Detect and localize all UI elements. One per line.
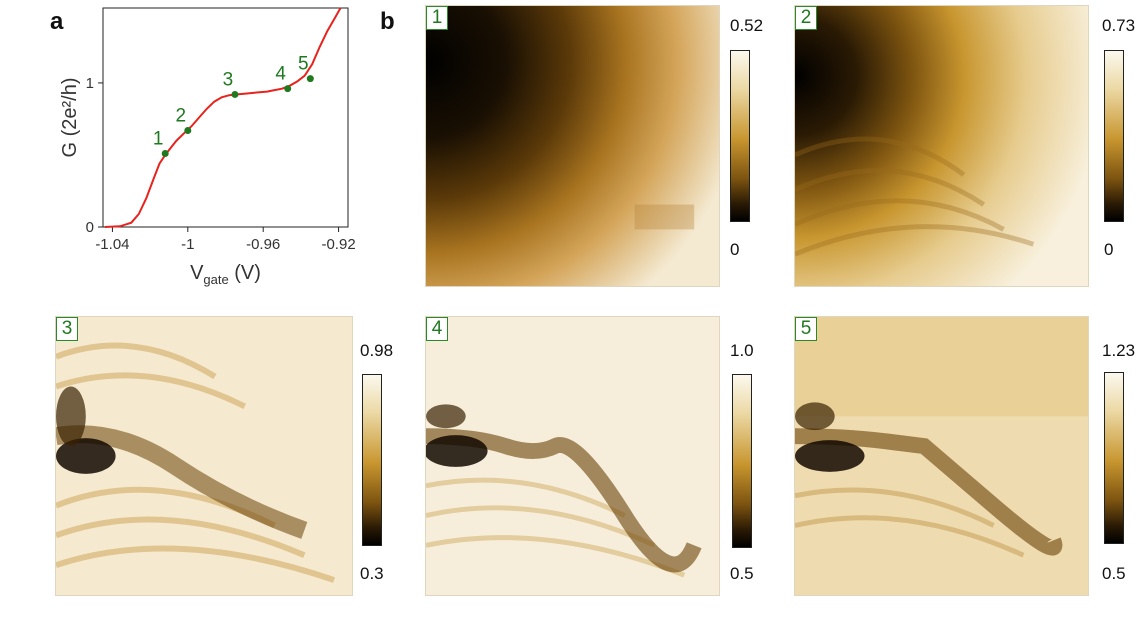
conductance-map-4: 4: [424, 316, 720, 596]
x-tick-label-0: -1.04: [95, 236, 129, 253]
x-tick-label-1: -1: [181, 236, 194, 253]
conductance-curve: [104, 7, 342, 228]
point-label-4: 4: [275, 64, 286, 85]
map-4-label: 4: [426, 317, 448, 341]
plot-frame: [102, 7, 349, 228]
x-tick-label-3: -0.92: [321, 236, 355, 253]
map-4-colorbar-min: 0.5: [730, 564, 754, 583]
y-tick-label-0: 0: [86, 219, 94, 236]
map-3-colorbar-max: 0.98: [360, 341, 394, 360]
point-label-3: 3: [223, 69, 234, 90]
point-marker-1: [161, 150, 169, 158]
map-2-colorbar: [1104, 50, 1124, 222]
map-3-label: 3: [56, 317, 78, 341]
map-2-image: [793, 6, 1088, 286]
map-3-image: [54, 317, 352, 595]
conductance-map-2: 2: [793, 5, 1089, 287]
map-5-colorbar: [1104, 372, 1124, 544]
map-1-colorbar-min: 0: [730, 240, 740, 259]
x-axis-label: Vgate (V): [190, 262, 261, 287]
panel-label-a: a: [50, 8, 64, 35]
map-1-colorbar: [730, 50, 750, 222]
map-3-colorbar-min: 0.3: [360, 564, 384, 583]
y-axis-label: G (2e²/h): [59, 77, 81, 157]
map-1-colorbar-max: 0.52: [730, 16, 764, 35]
map-5-label: 5: [795, 317, 817, 341]
map-1-image: [426, 6, 719, 286]
map-2-colorbar-max: 0.73: [1102, 16, 1136, 35]
map-5-colorbar-max: 1.23: [1102, 341, 1136, 360]
map-5-image: [794, 317, 1088, 595]
conductance-map-1: 1: [425, 5, 720, 287]
y-tick-label-1: 1: [86, 75, 94, 92]
map-3-colorbar: [362, 374, 382, 546]
point-label-2: 2: [176, 105, 187, 126]
point-marker-5: [306, 75, 314, 83]
x-tick-label-2: -0.96: [246, 236, 280, 253]
point-marker-2: [184, 126, 192, 134]
panel-label-b: b: [380, 8, 395, 35]
map-2-colorbar-min: 0: [1104, 240, 1114, 259]
point-marker-4: [284, 85, 292, 93]
point-marker-3: [231, 90, 239, 98]
point-label-1: 1: [153, 129, 164, 150]
conductance-map-5: 5: [794, 316, 1089, 596]
map-5-colorbar-min: 0.5: [1102, 564, 1126, 583]
map-4-colorbar-max: 1.0: [730, 341, 754, 360]
map-4-image: [424, 317, 719, 595]
map-4-colorbar: [732, 374, 752, 548]
point-label-5: 5: [298, 54, 309, 75]
conductance-map-3: 3: [54, 316, 353, 596]
map-1-label: 1: [426, 6, 448, 30]
map-2-label: 2: [795, 6, 817, 30]
